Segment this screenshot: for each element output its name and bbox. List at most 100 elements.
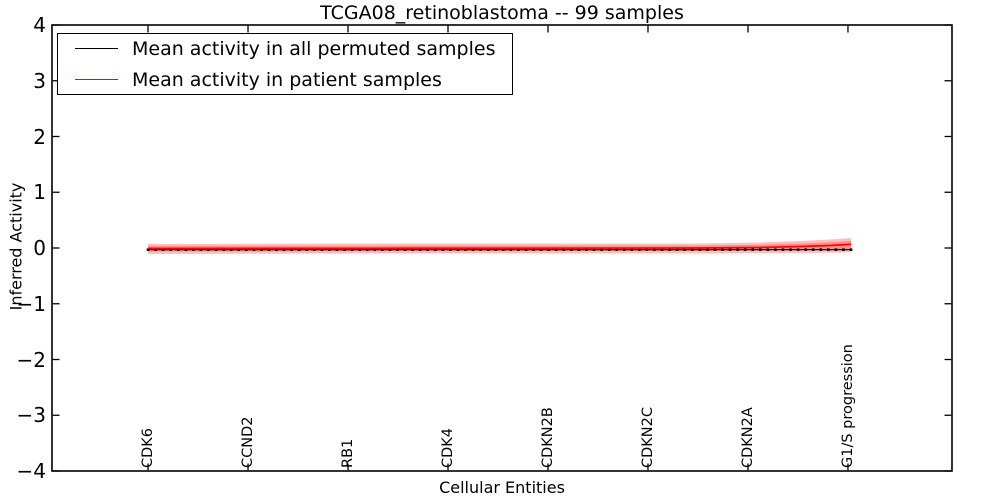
permuted-mean-marker: [547, 248, 550, 251]
permuted-mean-marker: [199, 248, 203, 251]
permuted-mean-marker: [275, 248, 278, 251]
permuted-mean-marker: [426, 248, 430, 251]
permuted-mean-marker: [706, 248, 709, 251]
x-tick-label: CCND2: [240, 416, 257, 469]
x-tick-label: G1/S progression: [839, 344, 856, 468]
permuted-mean-marker: [229, 248, 233, 251]
permuted-mean-marker: [532, 248, 535, 251]
permuted-mean-marker: [433, 248, 437, 251]
permuted-mean-marker: [796, 248, 800, 251]
permuted-mean-marker: [728, 248, 732, 251]
permuted-mean-marker: [335, 248, 339, 251]
permuted-mean-marker: [479, 248, 482, 251]
x-tick-label: CDKN2B: [539, 407, 556, 468]
permuted-mean-marker: [252, 248, 256, 251]
permuted-mean-marker: [804, 248, 807, 251]
x-tick-label: CDK4: [440, 427, 456, 468]
legend-entry-patient: Mean activity in patient samples: [58, 66, 512, 93]
permuted-mean-marker: [297, 248, 301, 251]
y-tick-label: −2: [16, 347, 46, 372]
legend: Mean activity in all permuted samples Me…: [57, 33, 513, 95]
permuted-mean-marker: [222, 248, 225, 251]
permuted-mean-marker: [509, 248, 513, 251]
permuted-mean-marker: [600, 248, 603, 251]
permuted-mean-marker: [849, 248, 853, 251]
legend-label-patient: Mean activity in patient samples: [132, 68, 442, 91]
permuted-mean-marker: [736, 248, 739, 251]
permuted-mean-marker: [388, 248, 392, 251]
y-tick-label: 4: [33, 13, 46, 37]
permuted-mean-marker: [645, 248, 649, 251]
permuted-mean-marker: [774, 248, 777, 251]
permuted-mean-marker: [517, 248, 520, 251]
x-tick-label: RB1: [340, 438, 356, 468]
permuted-mean-marker: [690, 248, 694, 251]
legend-line-black-icon: [75, 48, 118, 49]
permuted-mean-marker: [373, 248, 377, 251]
chart-title: TCGA08_retinoblastoma -- 99 samples: [320, 2, 684, 24]
permuted-mean-marker: [698, 248, 702, 251]
permuted-mean-marker: [811, 248, 815, 251]
permuted-mean-marker: [585, 248, 588, 251]
permuted-mean-marker: [192, 248, 195, 251]
permuted-mean-marker: [381, 248, 384, 251]
y-tick-label: 0: [33, 236, 46, 260]
permuted-mean-marker: [267, 248, 271, 251]
permuted-mean-marker: [176, 248, 180, 251]
permuted-mean-marker: [169, 248, 173, 251]
permuted-mean-marker: [630, 248, 634, 251]
permuted-mean-marker: [244, 248, 248, 251]
axes-frame: [51, 24, 953, 472]
permuted-mean-marker: [320, 248, 324, 251]
permuted-mean-marker: [237, 248, 241, 251]
permuted-mean-marker: [539, 248, 543, 251]
permuted-mean-marker: [411, 248, 414, 251]
permuted-mean-marker: [441, 248, 445, 251]
permuted-mean-marker: [638, 248, 641, 251]
permuted-mean-marker: [161, 248, 165, 251]
permuted-mean-marker: [615, 248, 618, 251]
permuted-mean-marker: [759, 248, 762, 251]
y-tick-label: −1: [16, 291, 46, 316]
permuted-mean-marker: [365, 248, 369, 251]
x-tick-label: CDK6: [140, 427, 157, 468]
permuted-mean-marker: [819, 248, 823, 251]
permuted-mean-marker: [842, 248, 845, 251]
permuted-mean-marker: [358, 248, 361, 251]
permuted-mean-marker: [184, 248, 188, 251]
y-tick-label: 3: [33, 68, 46, 93]
permuted-mean-marker: [449, 248, 452, 251]
permuted-mean-marker: [577, 248, 581, 251]
y-tick-label: −3: [16, 403, 46, 428]
permuted-mean-marker: [350, 248, 354, 251]
y-tick-label: 1: [33, 180, 46, 205]
permuted-mean-marker: [789, 248, 792, 251]
permuted-mean-marker: [494, 248, 498, 251]
permuted-mean-marker: [396, 248, 399, 251]
permuted-mean-marker: [282, 248, 286, 251]
permuted-mean-marker: [622, 248, 626, 251]
permuted-mean-marker: [524, 248, 528, 251]
permuted-mean-marker: [403, 248, 407, 251]
permuted-mean-marker: [653, 248, 656, 251]
y-tick-label: 2: [33, 124, 46, 149]
permuted-mean-marker: [554, 248, 558, 251]
x-tick-label: CDKN2C: [639, 407, 656, 468]
permuted-mean-marker: [607, 248, 611, 251]
legend-label-permuted: Mean activity in all permuted samples: [132, 37, 496, 60]
permuted-mean-marker: [675, 248, 679, 251]
permuted-mean-marker: [328, 248, 331, 251]
permuted-mean-marker: [827, 248, 830, 251]
permuted-mean-marker: [570, 248, 573, 251]
permuted-mean-marker: [486, 248, 490, 251]
permuted-mean-marker: [456, 248, 460, 251]
permuted-mean-marker: [766, 248, 770, 251]
legend-line-red-icon: [75, 79, 118, 80]
permuted-mean-marker: [713, 248, 717, 251]
x-tick-label: CDKN2A: [739, 407, 756, 468]
permuted-mean-marker: [471, 248, 475, 251]
permuted-mean-marker: [290, 248, 293, 251]
y-tick-label: −4: [16, 459, 46, 483]
